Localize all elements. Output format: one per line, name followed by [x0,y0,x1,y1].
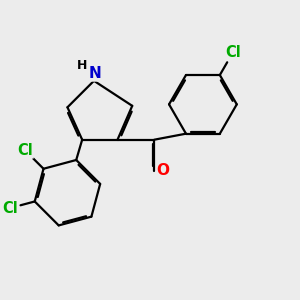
Text: Cl: Cl [17,143,33,158]
Text: H: H [76,59,87,72]
Text: O: O [157,163,170,178]
Text: N: N [89,66,102,81]
Text: Cl: Cl [2,201,18,216]
Text: Cl: Cl [225,45,241,60]
